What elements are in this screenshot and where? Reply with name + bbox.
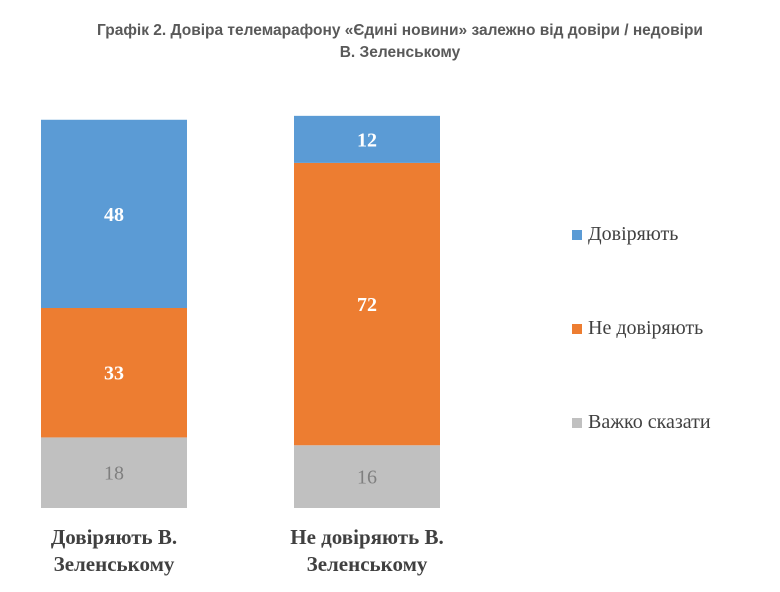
bar-segment-1-2 <box>41 308 187 438</box>
category-label-2-line-1: Не довіряють В. <box>290 525 443 549</box>
bar-segment-2-3 <box>294 445 440 508</box>
data-label-2-3: 16 <box>357 467 377 489</box>
chart-title-line-2: В. Зеленському <box>339 44 461 61</box>
chart-title-line-1: Графік 2. Довіра телемарафону «Єдині нов… <box>97 22 703 39</box>
category-label-1-line-1: Довіряють В. <box>51 525 177 549</box>
data-label-1-3: 18 <box>104 463 124 485</box>
legend-label-1: Довіряють <box>588 223 678 245</box>
bar-segment-2-1 <box>294 115 440 163</box>
legend-swatch-2 <box>572 324 582 334</box>
legend-swatch-3 <box>572 418 582 428</box>
data-label-1-2: 33 <box>104 363 124 385</box>
bar-segment-2-2 <box>294 162 440 446</box>
legend-swatch-1 <box>572 230 582 240</box>
data-label-2-2: 72 <box>357 294 377 316</box>
data-label-1-1: 48 <box>104 204 124 226</box>
bar-segment-1-1 <box>41 119 187 308</box>
legend-label-3: Важко сказати <box>588 411 711 433</box>
bar-segment-1-3 <box>41 437 187 508</box>
data-label-2-1: 12 <box>357 129 377 151</box>
category-label-1-line-2: Зеленському <box>54 552 175 576</box>
legend-label-2: Не довіряють <box>588 317 703 339</box>
category-label-2-line-2: Зеленському <box>307 552 428 576</box>
